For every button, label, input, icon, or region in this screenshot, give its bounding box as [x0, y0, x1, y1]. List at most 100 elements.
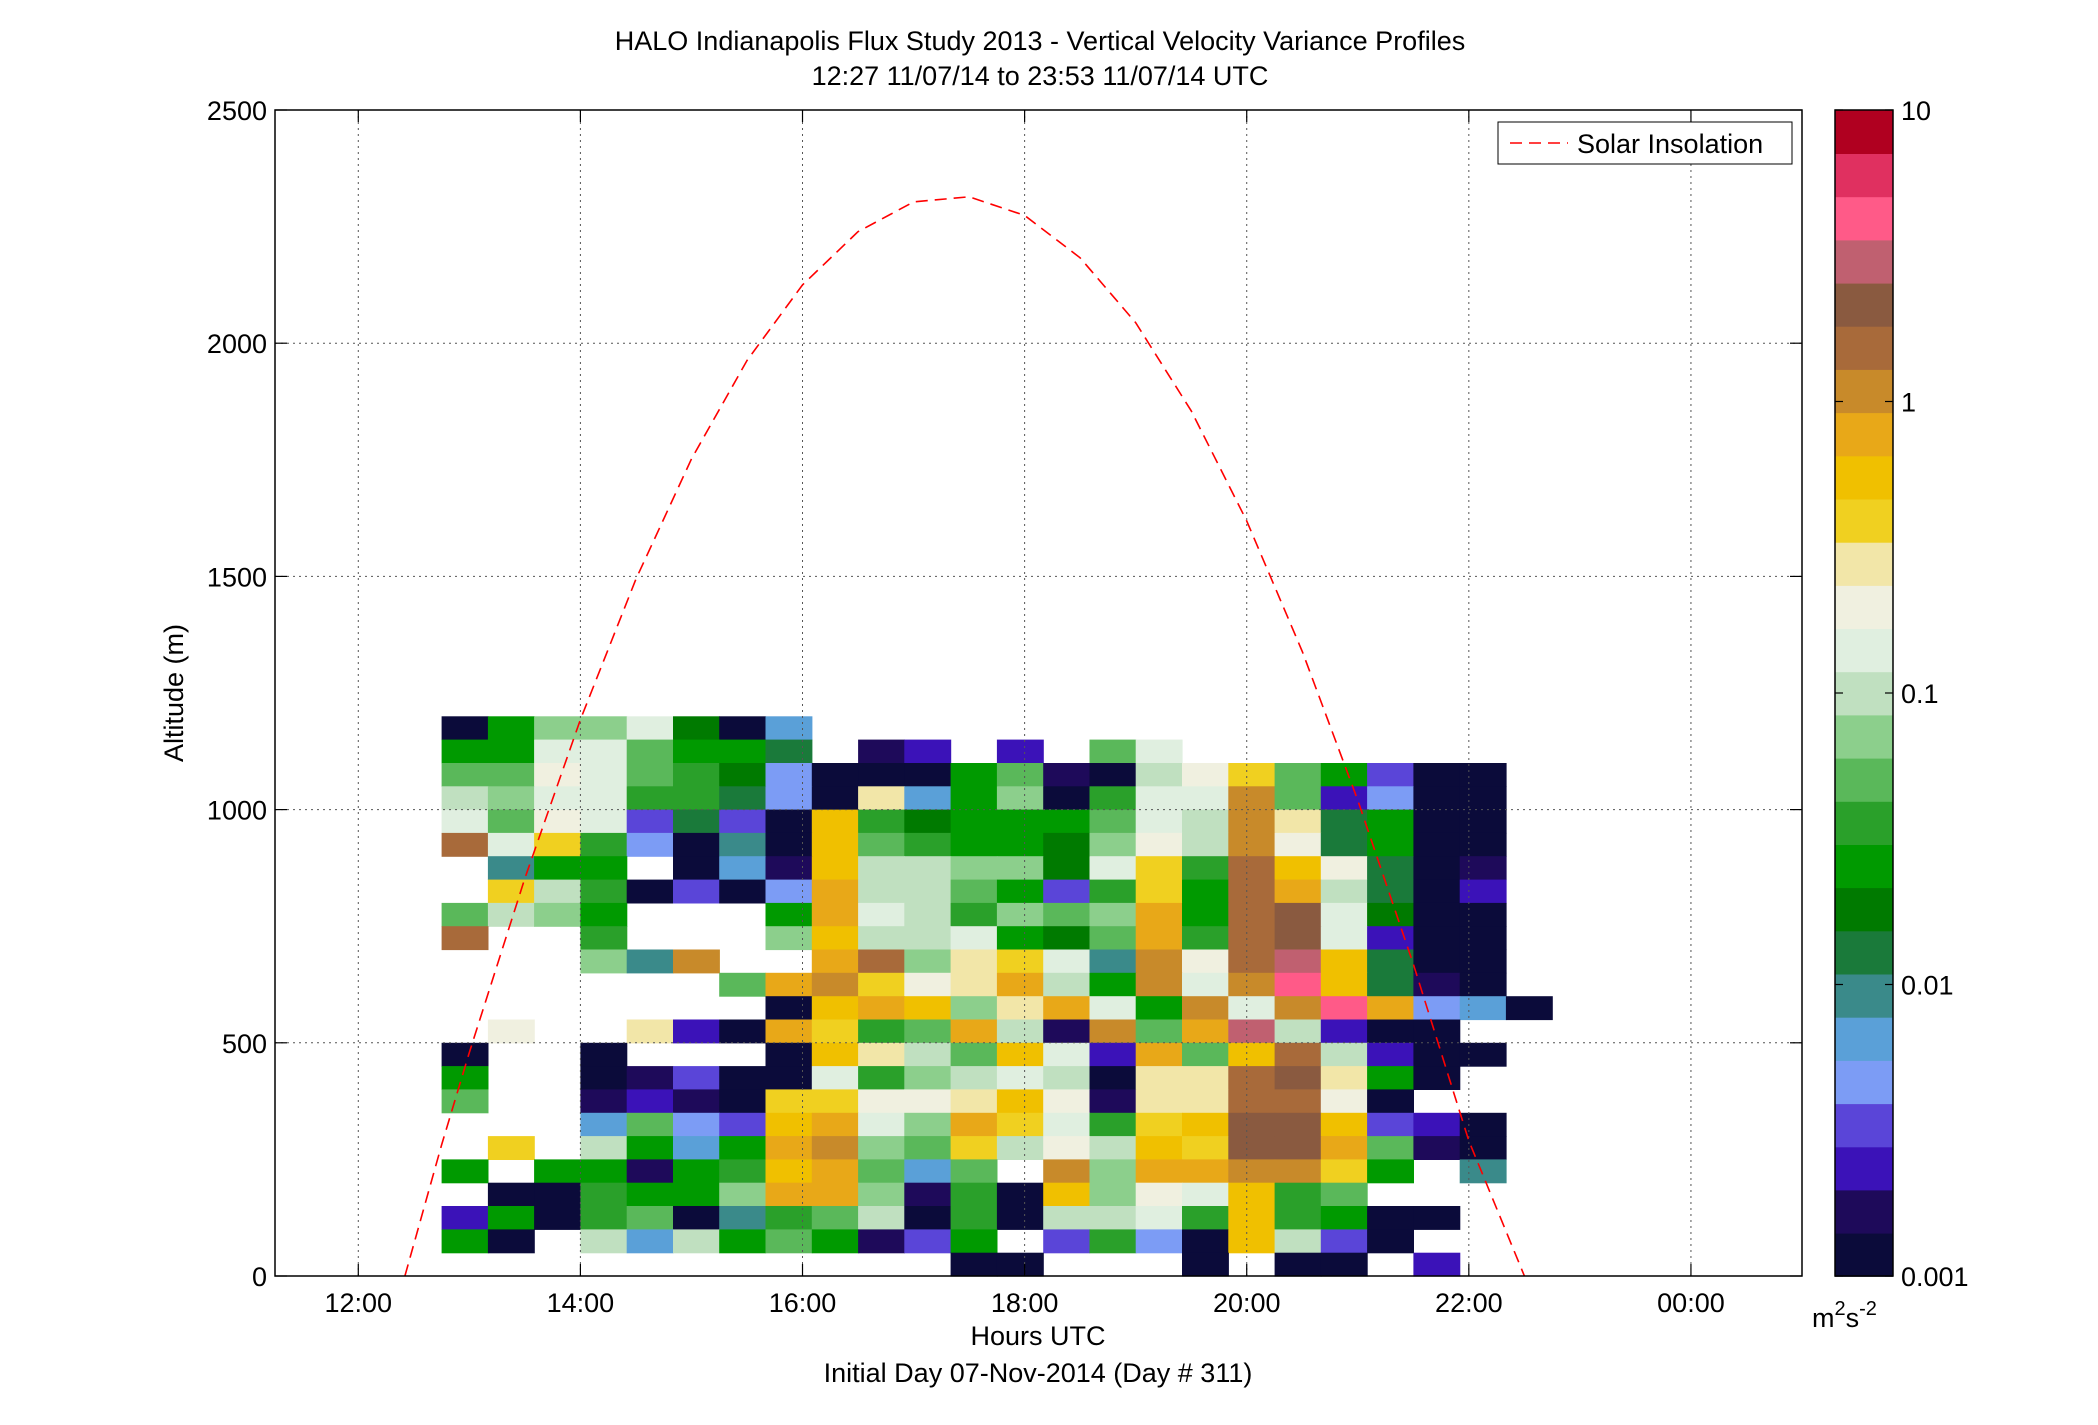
heatmap-cell — [1413, 996, 1461, 1021]
heatmap-cell — [765, 1206, 813, 1230]
y-tick-label: 2000 — [207, 329, 267, 359]
y-tick-label: 2500 — [207, 96, 267, 126]
heatmap-cell — [1274, 809, 1322, 834]
heatmap-cell — [1459, 763, 1507, 787]
heatmap-cell — [1367, 926, 1414, 951]
heatmap-cell — [1043, 972, 1091, 997]
heatmap-cell — [1228, 1136, 1276, 1160]
heatmap-cell — [1043, 879, 1091, 904]
heatmap-cell — [904, 1112, 952, 1137]
heatmap-cell — [1182, 832, 1229, 857]
heatmap-cell — [1320, 1066, 1368, 1090]
heatmap-cell — [1413, 1019, 1461, 1044]
heatmap-cell — [811, 856, 859, 881]
heatmap-cell — [534, 856, 581, 881]
heatmap-cell — [996, 949, 1044, 974]
heatmap-cell — [1228, 1066, 1276, 1090]
heatmap-cell — [1043, 1182, 1091, 1207]
heatmap-cell — [1320, 902, 1368, 927]
heatmap-cell — [950, 832, 998, 857]
heatmap-cell — [858, 949, 905, 974]
colorbar-segment — [1835, 585, 1893, 629]
heatmap-cell — [765, 972, 813, 997]
heatmap-cell — [1182, 972, 1229, 997]
heatmap-cell — [1182, 902, 1229, 927]
heatmap-cell — [1228, 879, 1276, 904]
heatmap-cell — [1413, 926, 1461, 951]
heatmap-cell — [765, 716, 813, 741]
heatmap-cell — [719, 716, 767, 741]
heatmap-cell — [441, 1089, 489, 1114]
heatmap-cell — [1228, 809, 1276, 834]
heatmap-cell — [1089, 856, 1137, 881]
heatmap-cell — [950, 879, 998, 904]
heatmap-cell — [626, 809, 674, 834]
heatmap-cell — [858, 856, 905, 881]
heatmap-cell — [904, 926, 952, 951]
heatmap-cell — [1320, 879, 1368, 904]
heatmap-cell — [1367, 1019, 1414, 1044]
heatmap-cell — [1043, 1229, 1091, 1254]
heatmap-cell — [996, 926, 1044, 951]
heatmap-cell — [626, 763, 674, 787]
heatmap-cell — [1135, 1066, 1183, 1090]
heatmap-cell — [858, 1182, 905, 1207]
heatmap-cell — [811, 786, 859, 811]
heatmap-cell — [950, 1229, 998, 1254]
heatmap-cell — [719, 739, 767, 764]
heatmap-cell — [996, 739, 1044, 764]
heatmap-cell — [1089, 1089, 1137, 1114]
heatmap-cell — [858, 1229, 905, 1254]
heatmap-cell — [441, 1042, 489, 1067]
x-tick-label: 20:00 — [1213, 1288, 1281, 1318]
heatmap-cell — [811, 949, 859, 974]
heatmap-cell — [1182, 1066, 1229, 1090]
heatmap-cell — [904, 832, 952, 857]
colorbar-segment — [1835, 801, 1893, 845]
heatmap-cell — [950, 972, 998, 997]
heatmap-cell — [950, 1252, 998, 1277]
heatmap-cell — [673, 716, 720, 741]
heatmap-cell — [534, 1182, 581, 1207]
heatmap-cell — [719, 1089, 767, 1114]
heatmap-cell — [765, 926, 813, 951]
legend: Solar Insolation — [1497, 121, 1793, 165]
heatmap-cell — [950, 786, 998, 811]
heatmap-cell — [1320, 926, 1368, 951]
heatmap-cell — [950, 809, 998, 834]
colorbar-segment — [1835, 498, 1893, 543]
heatmap-cell — [996, 1136, 1044, 1160]
heatmap-cell — [580, 809, 628, 834]
heatmap-cell — [1367, 879, 1414, 904]
heatmap-cell — [1459, 809, 1507, 834]
heatmap-cell — [904, 1182, 952, 1207]
x-tick-label: 14:00 — [547, 1288, 615, 1318]
heatmap-cell — [580, 1159, 628, 1184]
heatmap-cell — [1089, 1042, 1137, 1067]
heatmap-cell — [996, 1089, 1044, 1114]
heatmap-cell — [1320, 786, 1368, 811]
heatmap-cell — [811, 1229, 859, 1254]
heatmap-cell — [626, 1159, 674, 1184]
heatmap-cell — [626, 1019, 674, 1044]
heatmap-cell — [673, 1089, 720, 1114]
heatmap-cell — [1135, 1112, 1183, 1137]
heatmap-cell — [626, 739, 674, 764]
heatmap-cell — [1459, 902, 1507, 927]
heatmap-cell — [1182, 1206, 1229, 1230]
heatmap-cell — [1089, 1112, 1137, 1137]
heatmap-cell — [1459, 786, 1507, 811]
heatmap-cell — [1135, 1182, 1183, 1207]
heatmap-cell — [1228, 1206, 1276, 1230]
heatmap-cell — [1459, 996, 1507, 1021]
heatmap-cell — [1367, 1066, 1414, 1090]
heatmap-cell — [1367, 856, 1414, 881]
colorbar-segment — [1835, 1232, 1893, 1277]
heatmap-cell — [1413, 786, 1461, 811]
heatmap-cell — [1367, 1112, 1414, 1137]
colorbar-units: m2s-2 — [1812, 1298, 1877, 1333]
heatmap-cell — [1043, 996, 1091, 1021]
colorbar-tick-label: 0.01 — [1901, 971, 1954, 1001]
colorbar-segment — [1835, 714, 1893, 759]
heatmap-cell — [996, 1252, 1044, 1277]
